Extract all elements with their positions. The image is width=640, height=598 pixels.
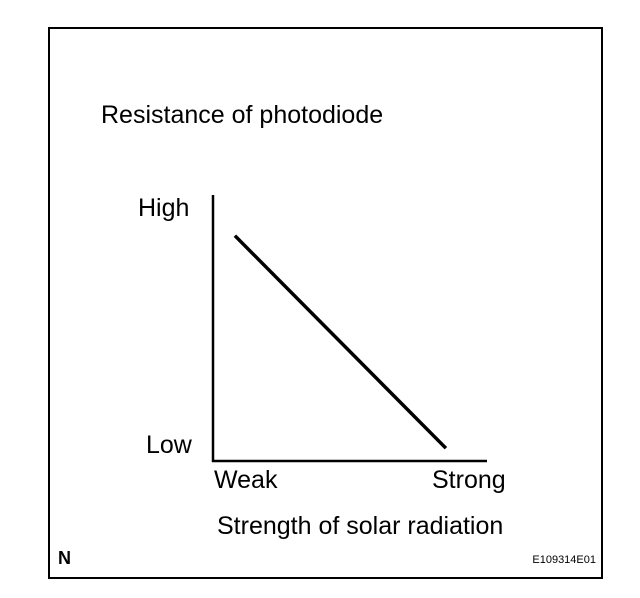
figure-code: E109314E01 — [532, 554, 596, 566]
chart-title: Resistance of photodiode — [101, 101, 384, 129]
x-tick-weak: Weak — [214, 466, 278, 494]
y-tick-low: Low — [146, 431, 192, 459]
figure-frame — [48, 27, 603, 579]
y-tick-high: High — [138, 194, 190, 222]
corner-label: N — [58, 548, 71, 568]
x-tick-strong: Strong — [432, 466, 506, 494]
x-axis-label: Strength of solar radiation — [217, 512, 504, 540]
series-line-0 — [233, 234, 448, 450]
